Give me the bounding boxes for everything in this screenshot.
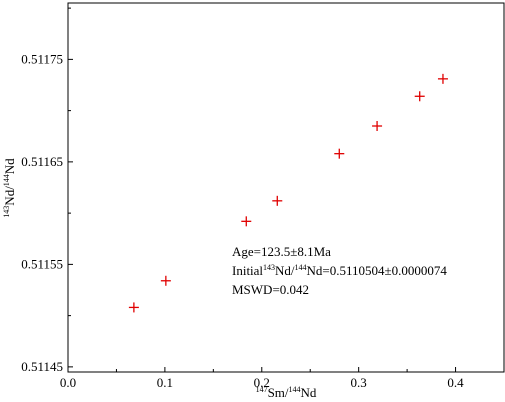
annotation-mswd: MSWD=0.042 [232,282,309,297]
y-tick-label: 0.51145 [21,359,63,374]
data-point [160,275,171,286]
annotation-initial: Initial143Nd/144Nd=0.5110504±0.0000074 [232,263,447,278]
data-point [241,216,252,227]
data-point [372,121,383,131]
data-point [128,302,139,313]
y-axis-title: 143Nd/144Nd [2,158,17,218]
y-tick-label: 0.51175 [21,51,63,66]
x-axis-title: 147Sm/144Nd [256,385,317,400]
x-tick-label: 0.3 [351,375,367,390]
y-tick-label: 0.51165 [21,154,63,169]
x-tick-label: 0.2 [254,375,270,390]
x-axis-ticks: 0.0 0.1 0.2 0.3 0.4 [60,367,505,390]
y-axis-ticks: 0.51145 0.51155 0.51165 0.51175 [21,7,73,374]
x-tick-label: 0.4 [447,375,464,390]
data-point [414,91,425,102]
y-tick-label: 0.51155 [21,256,63,271]
x-tick-label: 0.1 [157,375,173,390]
plot-frame [67,2,505,373]
data-points [128,73,448,313]
data-point [272,195,283,206]
data-point [437,73,448,84]
x-tick-label: 0.0 [60,375,76,390]
data-point [334,148,345,159]
annotation-box: Age=123.5±8.1Ma Initial143Nd/144Nd=0.511… [232,244,447,297]
annotation-age: Age=123.5±8.1Ma [232,244,331,259]
